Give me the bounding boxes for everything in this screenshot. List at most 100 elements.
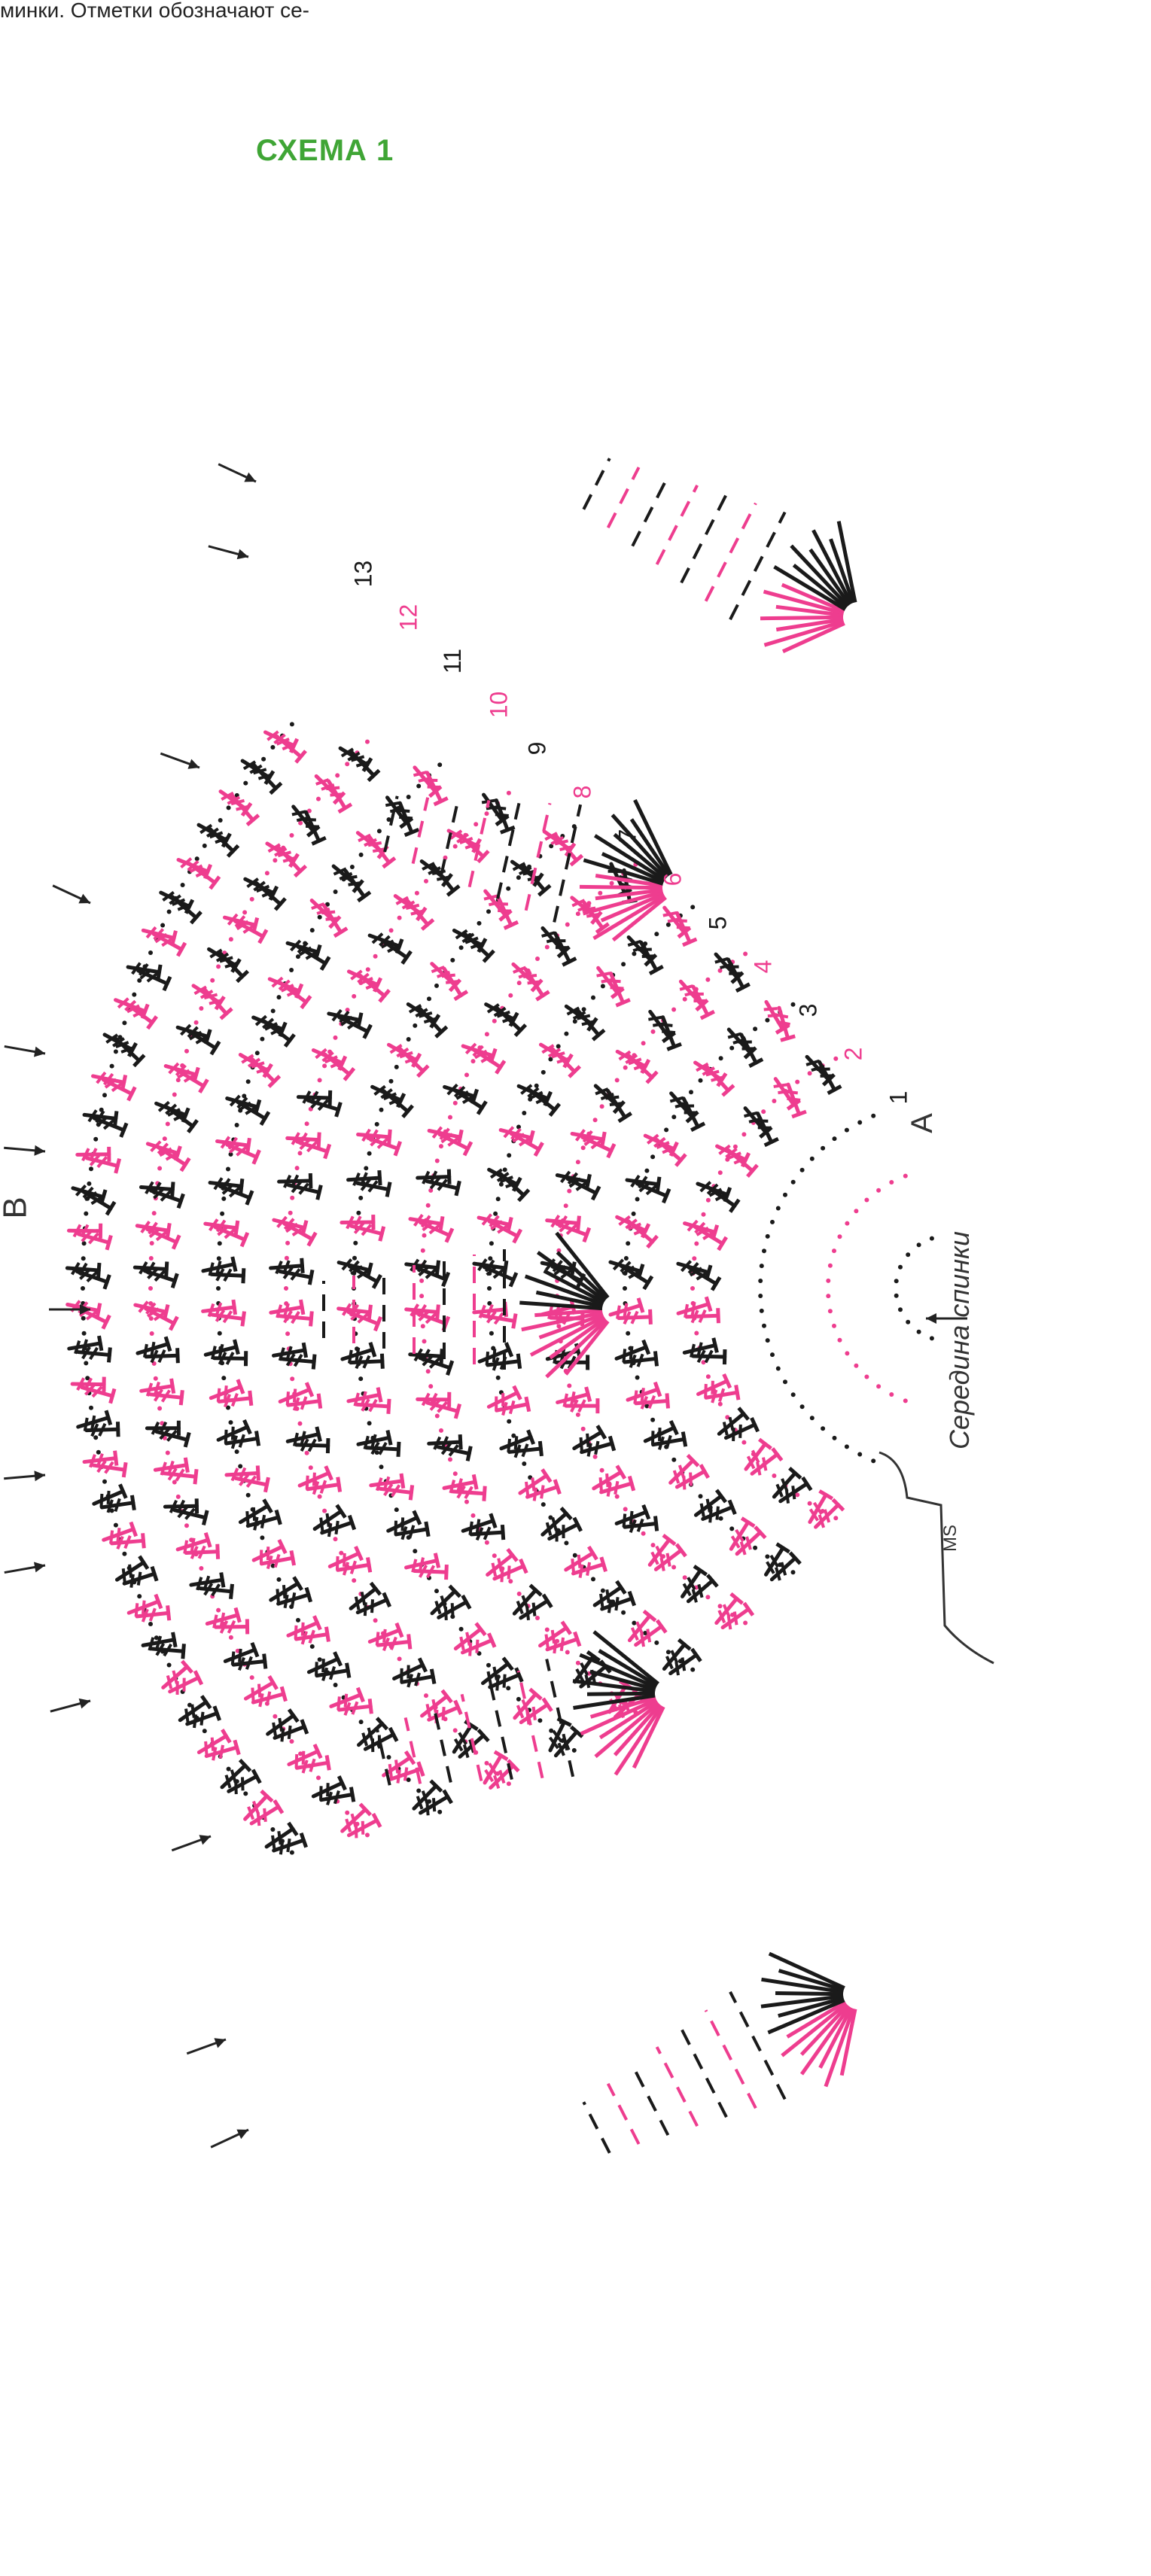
chain-dot — [854, 1209, 858, 1213]
stitch-symbol — [215, 948, 248, 981]
stitch-symbol — [299, 809, 325, 844]
chain-dot — [743, 952, 748, 956]
chain-dot — [114, 1523, 118, 1528]
chain-dot — [930, 1236, 934, 1241]
chain-dot — [448, 1457, 452, 1461]
scheme-title: СХЕМА 1 — [256, 134, 394, 168]
chain-dot — [565, 1650, 570, 1655]
chain-dot — [690, 1668, 695, 1672]
chain-dot — [641, 1531, 646, 1536]
chain-dot — [857, 1452, 862, 1457]
chain-dot — [864, 1198, 869, 1203]
chain-dot — [564, 1540, 568, 1545]
chain-dot — [296, 954, 300, 959]
chain-dot — [770, 1352, 775, 1357]
stitch-symbol — [376, 933, 411, 963]
chain-dots — [81, 722, 934, 1854]
chain-dot — [419, 1294, 424, 1298]
stitch-symbol — [489, 798, 515, 832]
chain-dot — [316, 1775, 321, 1780]
chain-dot — [626, 1241, 630, 1245]
chain-dot — [379, 1108, 384, 1112]
chain-dot — [876, 1384, 881, 1388]
chain-dot — [242, 910, 247, 914]
chain-dot — [114, 1049, 118, 1054]
chain-dot — [765, 1018, 769, 1023]
chain-dot — [218, 818, 223, 823]
chain-dot — [576, 1661, 580, 1665]
chain-dot — [353, 1241, 358, 1245]
stitch-symbol — [781, 1082, 806, 1117]
chain-dot — [365, 1832, 370, 1837]
chain-dot — [298, 1422, 303, 1426]
chain-dot — [492, 1019, 497, 1023]
chain-dot — [290, 833, 294, 838]
chain-dot — [322, 1509, 327, 1513]
chain-dot — [641, 1041, 646, 1045]
stitch-symbol — [346, 1814, 380, 1842]
chain-dot — [854, 1364, 858, 1368]
chain-dot — [705, 1595, 710, 1599]
chain-dot — [598, 891, 602, 896]
chain-dot — [394, 1507, 399, 1512]
chain-dot — [729, 1526, 734, 1531]
chain-dot — [576, 1413, 580, 1417]
chain-dot — [743, 1621, 748, 1626]
chain-dot — [310, 1644, 315, 1649]
chain-dot — [791, 1180, 796, 1185]
chain-dot — [654, 932, 659, 936]
chain-dot — [564, 1203, 568, 1208]
chain-dot — [172, 1093, 177, 1097]
chain-dot — [407, 795, 411, 799]
stitch-symbol — [426, 1701, 461, 1727]
chain-dot — [389, 1079, 394, 1084]
chain-dot — [591, 996, 595, 1000]
chain-dot — [800, 1168, 805, 1172]
direction-arrow — [49, 1696, 92, 1717]
chain-dot — [535, 956, 540, 961]
chain-dot — [828, 1309, 833, 1313]
chain-dot — [373, 954, 378, 959]
chain-dot — [766, 1234, 770, 1239]
chain-dot — [508, 1579, 513, 1583]
chain-dot — [821, 1146, 825, 1151]
stitch-symbol — [246, 1510, 281, 1534]
stitch-symbol — [550, 831, 582, 865]
chain-dot — [833, 1516, 838, 1520]
label-b: B — [0, 1197, 35, 1218]
chain-dot — [485, 811, 489, 816]
chain-dot — [671, 1008, 676, 1012]
chain-dot — [857, 1121, 862, 1125]
chain-dot — [122, 1552, 126, 1556]
chain-dot — [295, 1166, 300, 1170]
chain-dot — [845, 1128, 849, 1133]
chain-dot — [516, 875, 521, 880]
chain-dot — [671, 1458, 676, 1462]
chain-dot — [397, 1656, 402, 1661]
chain-dot — [581, 1145, 586, 1150]
chain-dot — [318, 1495, 322, 1499]
chain-dot — [741, 1132, 746, 1136]
chain-dot — [318, 915, 322, 920]
chain-dot — [270, 1827, 275, 1832]
chain-dot — [545, 945, 550, 950]
chain-dot — [93, 1435, 98, 1440]
chain-dot — [898, 1265, 903, 1270]
chain-dot — [82, 1241, 87, 1245]
chain-dot — [541, 1502, 546, 1507]
chain-dot — [439, 1428, 443, 1433]
chain-dot — [261, 757, 266, 762]
chain-dot — [137, 978, 142, 983]
chain-dot — [719, 1056, 723, 1060]
chain-dot — [375, 1122, 379, 1127]
direction-arrow — [4, 1470, 46, 1484]
chain-dot — [221, 1376, 226, 1380]
chain-dot — [359, 1720, 364, 1724]
chain-dot — [424, 1693, 428, 1698]
direction-arrow — [207, 541, 250, 562]
chain-dot — [876, 1188, 881, 1193]
chain-dot — [437, 762, 442, 767]
chain-dot — [305, 1121, 309, 1126]
stitch-symbol — [624, 1051, 657, 1083]
